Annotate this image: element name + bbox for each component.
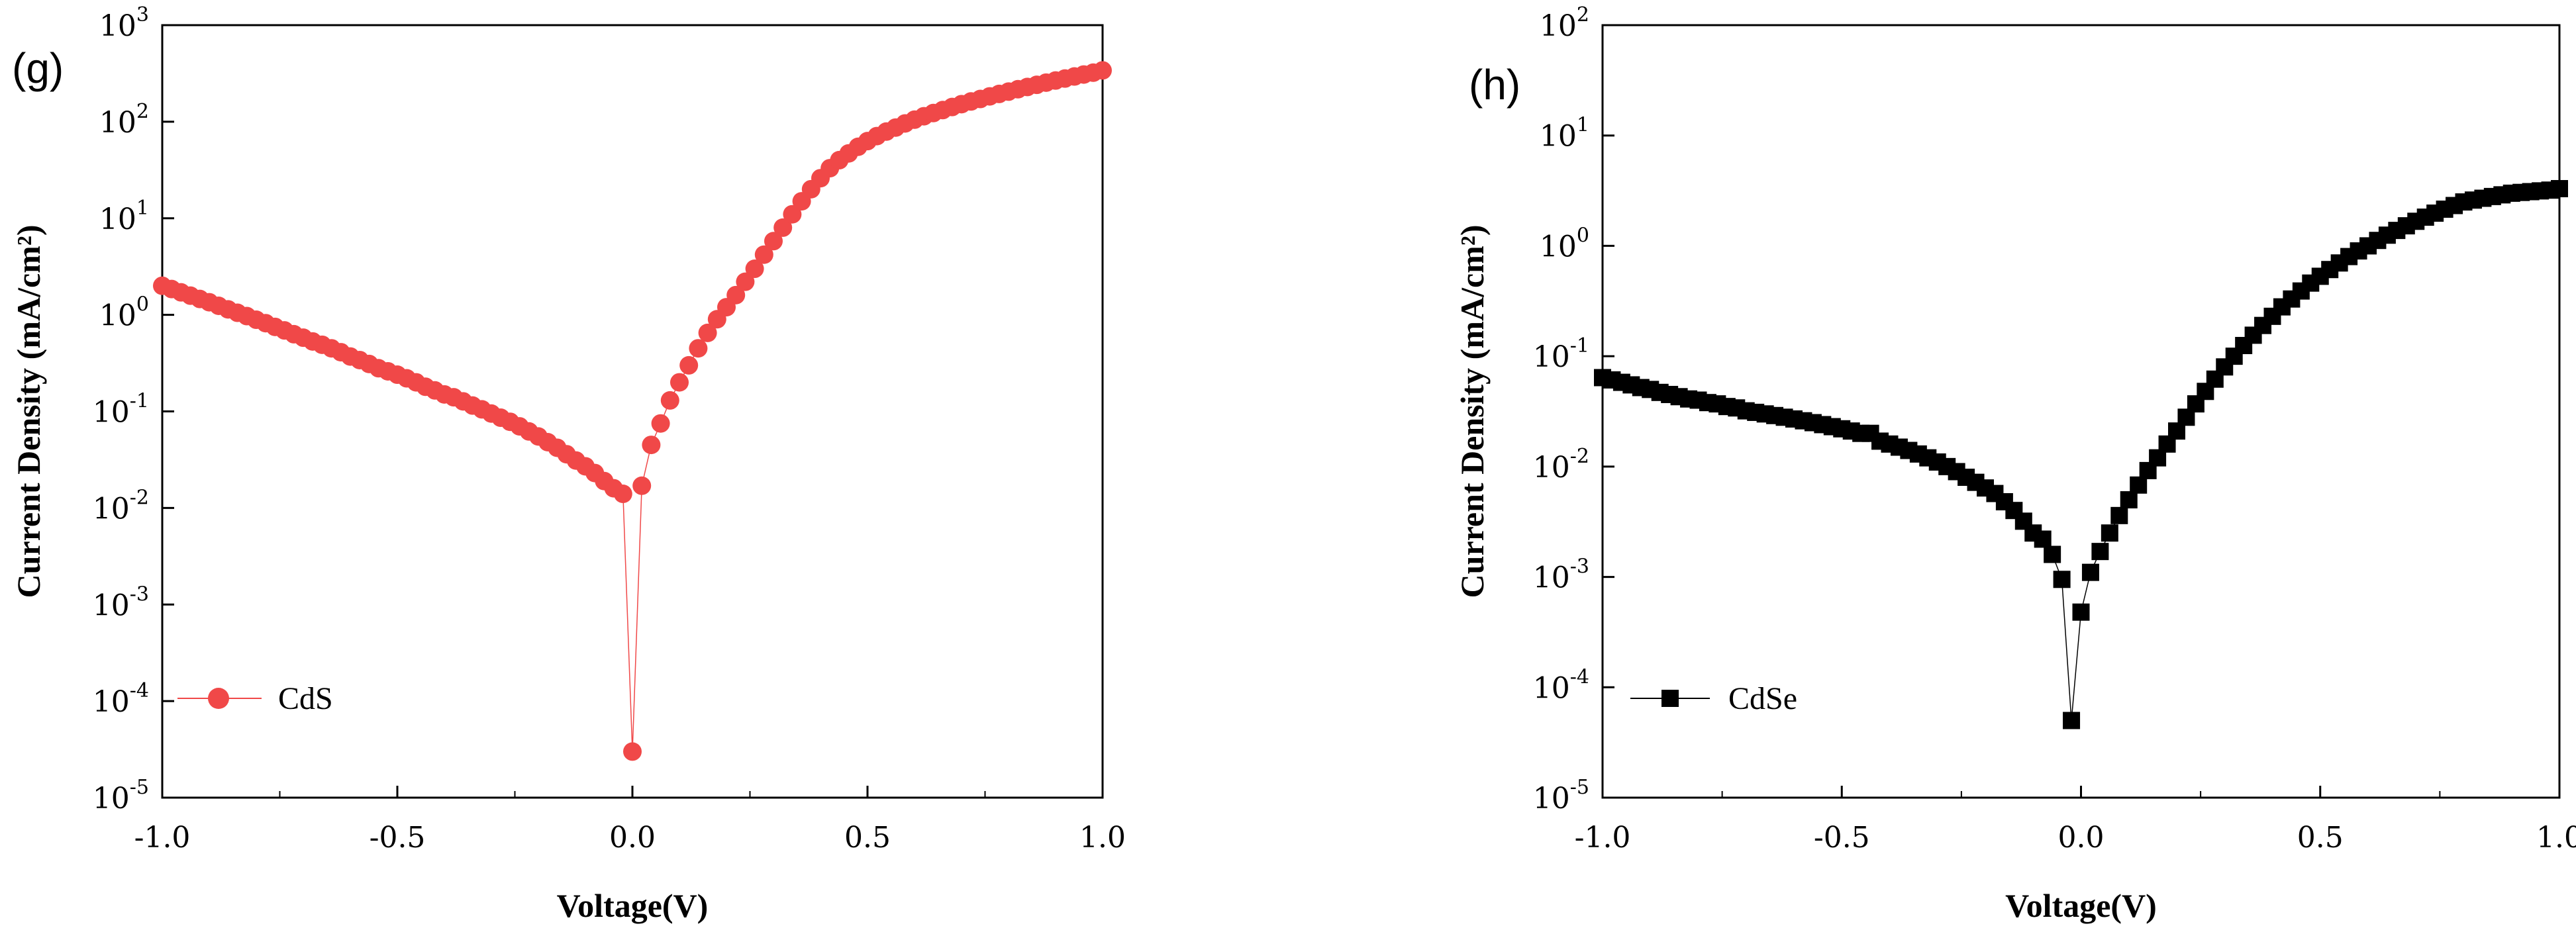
panel-g: -1.0 -0.5 0.0 0.5 1.0 10-5 10-4 10-3 10-2 10-1 100… xyxy=(10,3,1126,924)
series-line-CdS xyxy=(162,70,1103,752)
data-point xyxy=(660,391,679,410)
x-tick-label: 1.0 xyxy=(2536,821,2576,855)
y-tick-label: 102 xyxy=(1540,3,1589,43)
data-point xyxy=(773,218,793,237)
x-tick-label: 0.5 xyxy=(844,821,891,855)
data-point xyxy=(764,232,783,251)
data-point xyxy=(1093,61,1112,80)
data-point xyxy=(2091,543,2109,561)
panel-h: -1.0 -0.5 0.0 0.5 1.0 10-5 10-4 10-3 10-2 10-1 100… xyxy=(1454,3,2576,924)
data-point xyxy=(670,373,689,392)
data-point xyxy=(651,414,670,433)
x-tick-label: 0.0 xyxy=(609,821,656,855)
panel-label: (h) xyxy=(1469,61,1520,109)
x-tick-label: 0.0 xyxy=(2058,821,2105,855)
data-point xyxy=(2072,603,2090,621)
y-tick-label: 10-5 xyxy=(1533,776,1589,816)
data-point xyxy=(754,245,773,264)
y-tick-label: 10-3 xyxy=(1533,555,1589,595)
x-axis-title: Voltage(V) xyxy=(2005,887,2157,924)
series-line-CdSe xyxy=(1602,188,2560,721)
data-point xyxy=(2044,545,2061,563)
data-point xyxy=(2120,491,2138,509)
data-point xyxy=(2063,712,2081,729)
x-tick-label: -1.0 xyxy=(134,821,191,855)
data-point xyxy=(2551,179,2568,197)
data-point xyxy=(632,476,652,495)
data-point xyxy=(698,323,717,342)
x-tick-label: -1.0 xyxy=(1575,821,1631,855)
x-axis-title: Voltage(V) xyxy=(557,887,709,924)
y-axis-title: Current Density (mA/cm²) xyxy=(1454,225,1491,598)
y-tick-label: 10-2 xyxy=(1533,445,1589,485)
data-point xyxy=(689,339,708,358)
data-point xyxy=(613,485,632,504)
x-tick-label: -0.5 xyxy=(370,821,426,855)
legend-label: CdSe xyxy=(1728,681,1797,716)
y-tick-label: 100 xyxy=(99,293,149,333)
y-tick-label: 100 xyxy=(1540,224,1589,263)
y-tick-label: 10-2 xyxy=(93,486,149,526)
data-point xyxy=(623,742,642,761)
x-tick-label: 1.0 xyxy=(1079,821,1126,855)
y-tick-label: 10-1 xyxy=(1533,334,1589,374)
data-point xyxy=(783,205,802,224)
data-point xyxy=(726,285,746,304)
data-point xyxy=(2101,524,2118,542)
data-point xyxy=(2034,530,2052,548)
y-tick-label: 101 xyxy=(99,197,149,236)
legend-marker xyxy=(1661,690,1679,707)
data-point xyxy=(2110,506,2128,524)
y-tick-label: 10-1 xyxy=(93,390,149,430)
x-tick-label: 0.5 xyxy=(2297,821,2344,855)
data-point xyxy=(679,355,699,375)
legend-label: CdS xyxy=(278,681,333,716)
data-point xyxy=(642,436,661,455)
data-point xyxy=(2081,563,2099,581)
y-axis-title: Current Density (mA/cm²) xyxy=(10,225,47,598)
y-tick-label: 10-5 xyxy=(93,776,149,816)
y-tick-label: 102 xyxy=(99,100,149,140)
y-tick-label: 10-4 xyxy=(93,679,149,719)
y-tick-label: 10-4 xyxy=(1533,665,1589,705)
data-point xyxy=(745,259,764,279)
y-tick-label: 101 xyxy=(1540,114,1589,154)
y-tick-label: 103 xyxy=(99,3,149,43)
y-tick-label: 10-3 xyxy=(93,583,149,622)
legend-marker xyxy=(208,688,229,709)
data-point xyxy=(2130,476,2148,494)
data-point xyxy=(2053,571,2071,588)
x-tick-label: -0.5 xyxy=(1814,821,1870,855)
panel-label: (g) xyxy=(12,44,64,92)
data-point xyxy=(736,272,755,291)
